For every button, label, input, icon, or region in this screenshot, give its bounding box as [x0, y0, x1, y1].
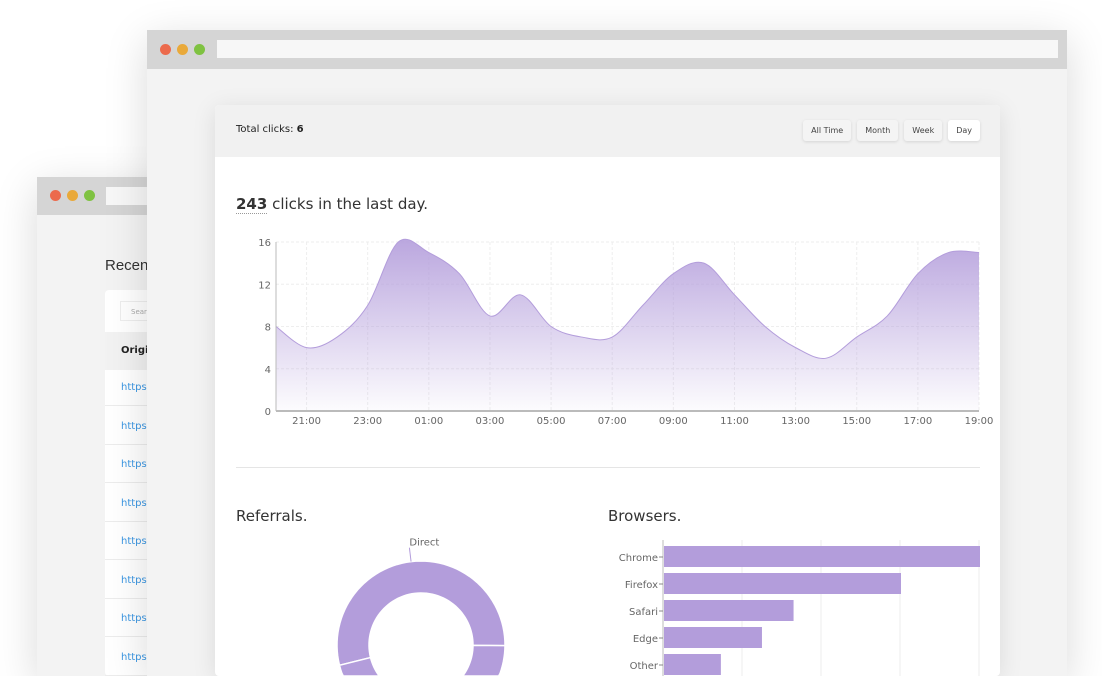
total-label: Total clicks:	[236, 124, 294, 135]
referrals-donut-chart: Direct	[336, 538, 506, 676]
x-tick-label: 03:00	[476, 416, 505, 427]
headline-text: clicks in the last day.	[267, 195, 429, 213]
area-fill	[276, 239, 979, 411]
period-button-month[interactable]: Month	[857, 120, 899, 141]
bar-label: Edge	[633, 634, 658, 645]
bar-other	[664, 654, 721, 675]
referrals-title: Referrals.	[236, 507, 308, 525]
bar-edge	[664, 627, 762, 648]
area-line	[275, 238, 980, 359]
bar-label: Other	[630, 661, 659, 672]
period-buttons: All Time Month Week Day	[803, 120, 980, 141]
bar-chrome	[664, 546, 980, 567]
x-tick-label: 09:00	[659, 416, 688, 427]
x-tick-label: 17:00	[903, 416, 932, 427]
title-bar	[147, 30, 1067, 69]
period-button-week[interactable]: Week	[904, 120, 943, 141]
x-tick-label: 05:00	[537, 416, 566, 427]
y-tick-label: 12	[258, 280, 271, 291]
minimize-button[interactable]	[177, 44, 188, 55]
minimize-button[interactable]	[67, 190, 78, 201]
x-tick-label: 07:00	[598, 416, 627, 427]
close-button[interactable]	[160, 44, 171, 55]
maximize-button[interactable]	[84, 190, 95, 201]
clicks-headline: 243 clicks in the last day.	[236, 195, 429, 214]
period-button-all-time[interactable]: All Time	[803, 120, 852, 141]
total-clicks: Total clicks: 6	[236, 124, 304, 135]
donut-slice	[338, 644, 506, 676]
address-bar[interactable]	[217, 40, 1058, 58]
x-tick-label: 01:00	[414, 416, 443, 427]
total-value: 6	[296, 124, 304, 135]
stats-header: Total clicks: 6 All Time Month Week Day	[215, 105, 1000, 157]
stats-card: Total clicks: 6 All Time Month Week Day 243…	[215, 105, 1000, 676]
browsers-title: Browsers.	[608, 507, 682, 525]
maximize-button[interactable]	[194, 44, 205, 55]
x-tick-label: 15:00	[842, 416, 871, 427]
y-tick-label: 16	[258, 238, 271, 249]
clicks-count: 243	[236, 195, 268, 214]
page-title: Recent	[105, 257, 153, 274]
x-tick-label: 13:00	[781, 416, 810, 427]
y-tick-label: 8	[265, 323, 271, 334]
divider	[236, 467, 980, 468]
bar-safari	[664, 600, 794, 621]
bar-label: Firefox	[625, 580, 658, 591]
slice-label-line	[408, 547, 412, 562]
x-tick-label: 23:00	[353, 416, 382, 427]
clicks-area-chart: 0 4 8 12 16 21:00 23:00 01:00 03:00 05:00 07:00 09:…	[258, 238, 994, 427]
period-button-day[interactable]: Day	[948, 120, 980, 141]
y-tick-label: 4	[265, 365, 271, 376]
slice-label: Direct	[409, 538, 439, 549]
x-tick-label: 19:00	[965, 416, 994, 427]
x-tick-label: 11:00	[720, 416, 749, 427]
x-tick-label: 21:00	[292, 416, 321, 427]
browsers-bar-chart: Chrome Firefox Safari Edge Other	[619, 540, 980, 676]
bar-label: Safari	[629, 607, 658, 618]
bar-label: Chrome	[619, 553, 658, 564]
close-button[interactable]	[50, 190, 61, 201]
y-tick-label: 0	[265, 407, 271, 418]
bar-firefox	[664, 573, 901, 594]
